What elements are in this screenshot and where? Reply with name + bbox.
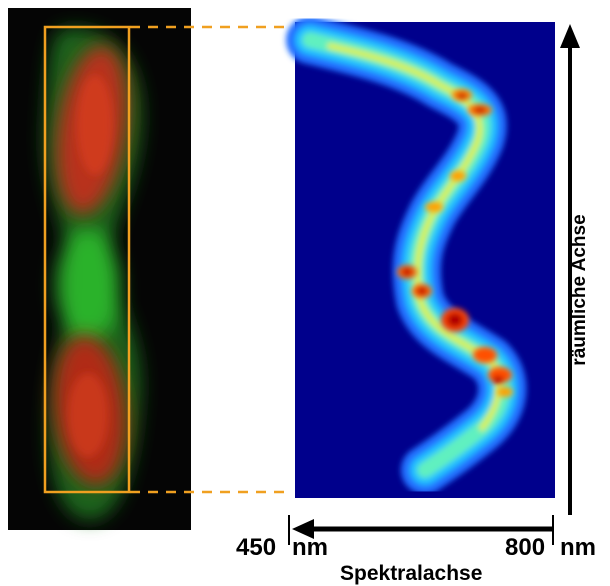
spectral-axis-arrow [288, 515, 554, 545]
wavelength-end-label: 800 [505, 534, 546, 561]
spectrum-heatmap [286, 16, 555, 498]
connector-lines [130, 25, 290, 494]
wavelength-start-label: 450 [236, 534, 277, 561]
spatial-axis-label: räumliche Achse [569, 214, 590, 366]
selection-box [43, 25, 131, 494]
wavelength-end-unit: nm [560, 534, 596, 561]
spectral-axis-label: Spektralachse [340, 562, 483, 585]
wavelength-start-unit: nm [292, 534, 328, 561]
fluorescence-micrograph [8, 8, 191, 530]
spatial-axis-arrow [560, 24, 580, 515]
